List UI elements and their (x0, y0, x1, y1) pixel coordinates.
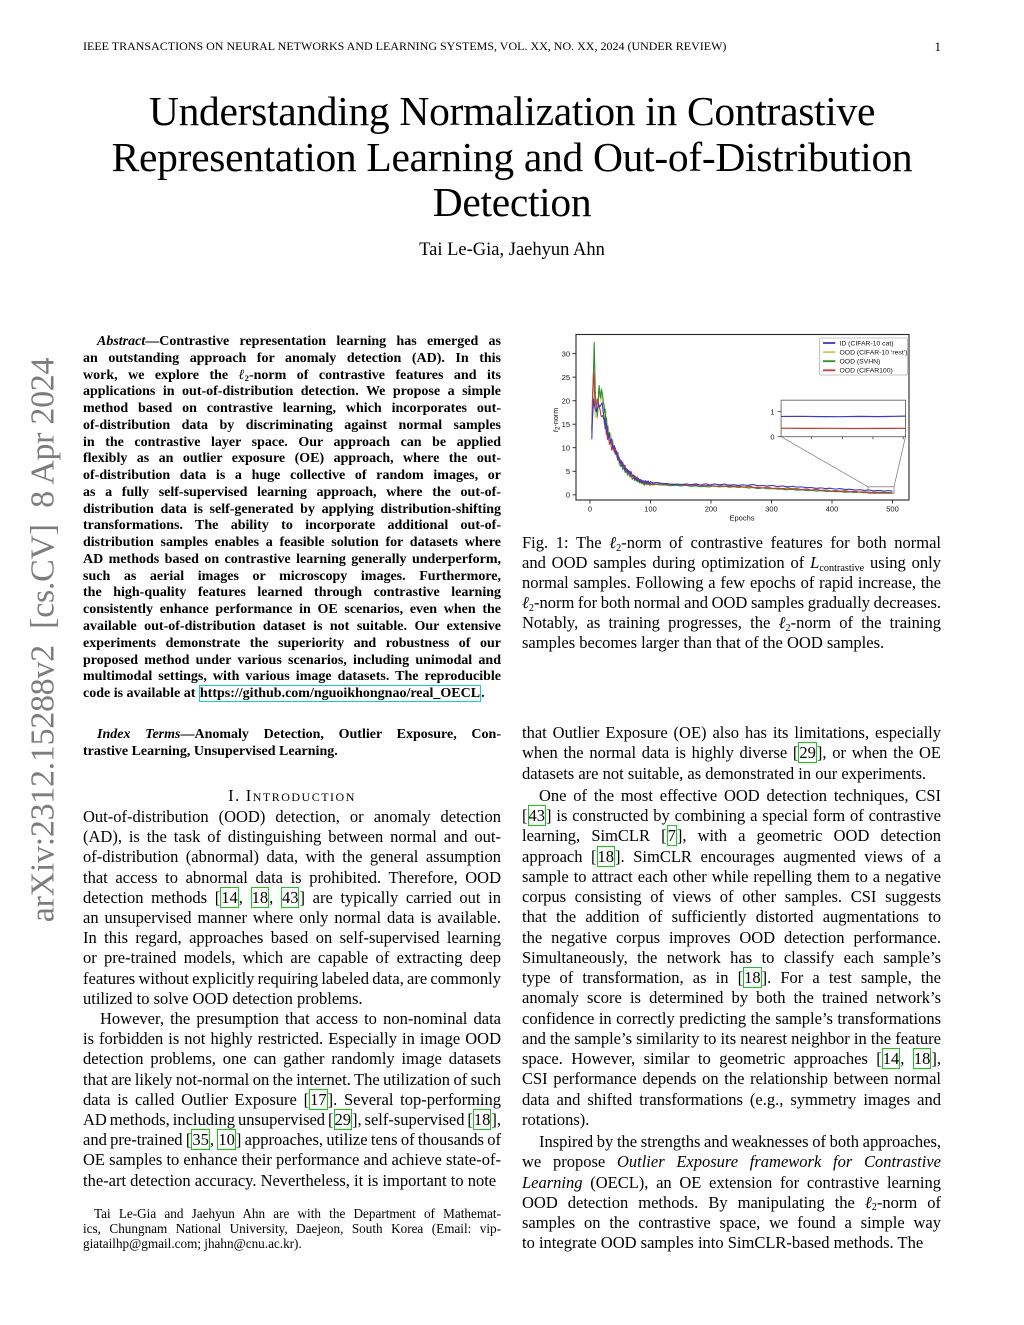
svg-text:20: 20 (562, 397, 570, 406)
svg-text:500: 500 (886, 505, 899, 514)
svg-text:OOD (CIFAR100): OOD (CIFAR100) (840, 368, 893, 375)
svg-text:ℓ2-norm: ℓ2-norm (551, 408, 562, 433)
svg-text:0: 0 (566, 491, 570, 500)
svg-text:200: 200 (705, 505, 718, 514)
svg-text:100: 100 (644, 505, 657, 514)
svg-text:15: 15 (562, 420, 570, 429)
svg-text:30: 30 (562, 349, 570, 358)
svg-text:OOD (CIFAR-10 ‘rest’): OOD (CIFAR-10 ‘rest’) (840, 350, 908, 357)
svg-text:1: 1 (770, 407, 774, 416)
svg-text:25: 25 (562, 373, 570, 382)
svg-text:400: 400 (826, 505, 839, 514)
svg-text:Epochs: Epochs (729, 514, 754, 523)
svg-text:0: 0 (770, 432, 774, 441)
svg-text:300: 300 (765, 505, 778, 514)
svg-text:5: 5 (566, 467, 570, 476)
svg-text:OOD (SVHN): OOD (SVHN) (840, 359, 881, 366)
svg-text:10: 10 (562, 444, 570, 453)
svg-text:0: 0 (588, 505, 592, 514)
svg-text:ID (CIFAR-10 cat): ID (CIFAR-10 cat) (840, 340, 894, 347)
